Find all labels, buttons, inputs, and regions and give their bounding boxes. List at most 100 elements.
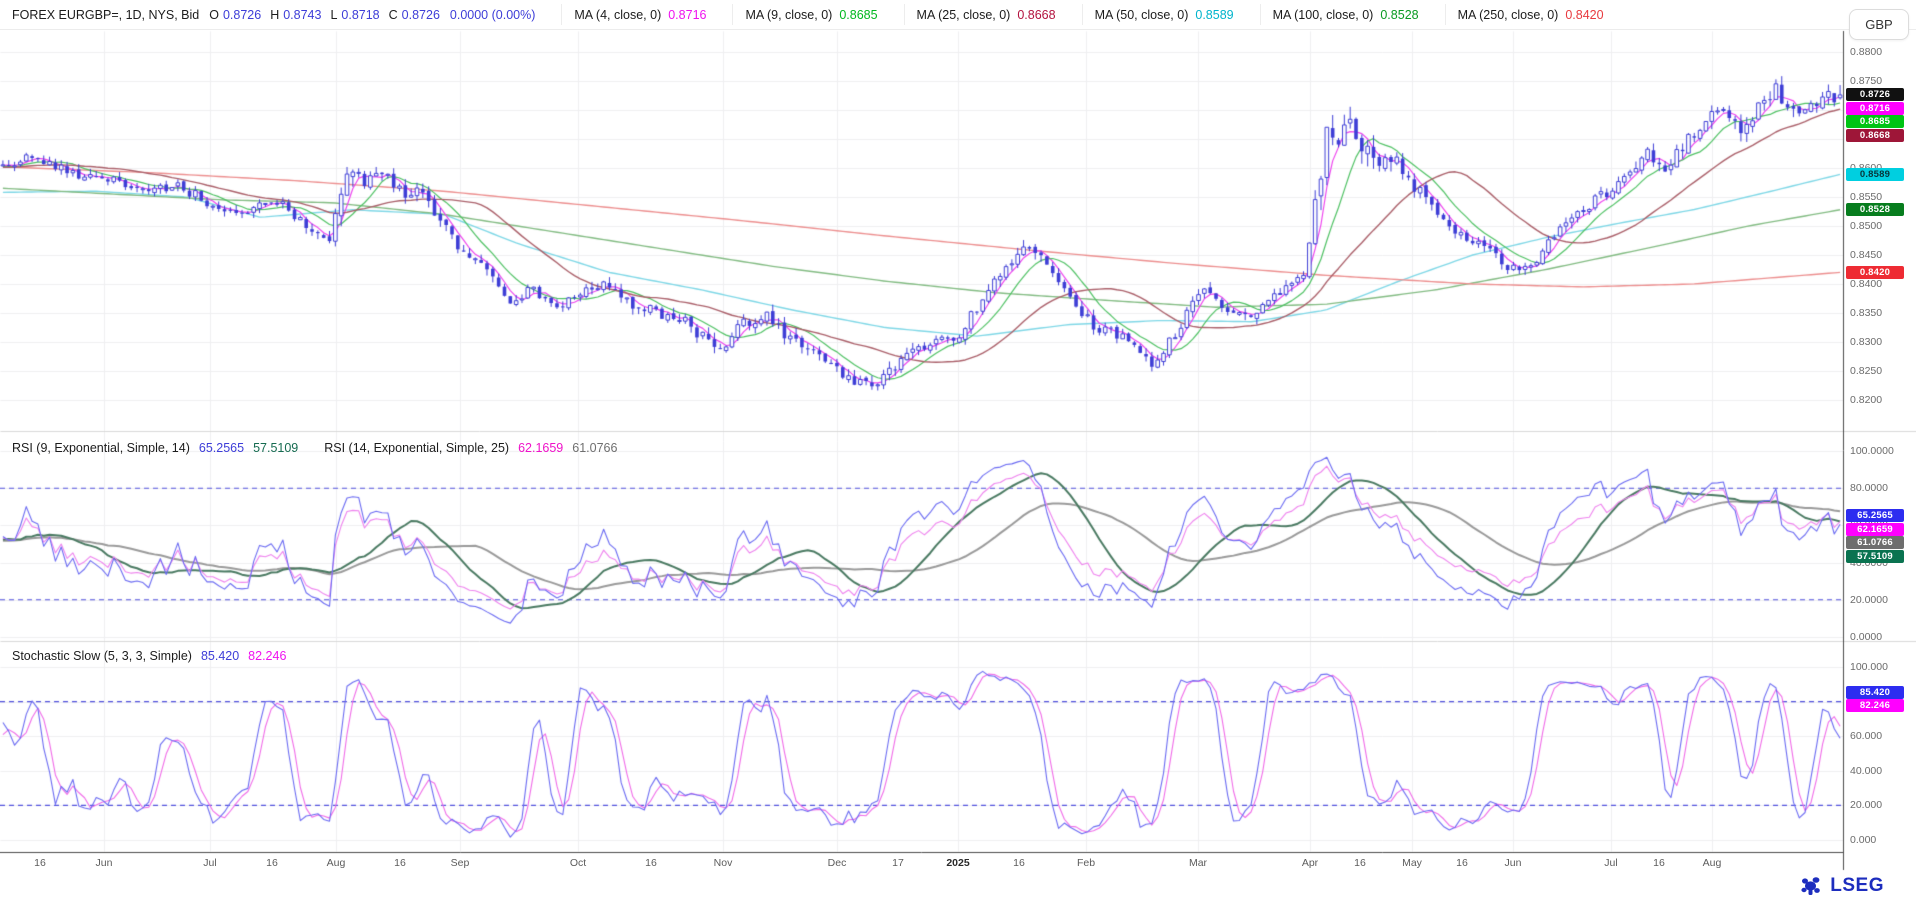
price-marker-badge: 0.8589: [1846, 167, 1904, 181]
legend-text: 0.8718: [341, 7, 380, 22]
legend-text: 0.8726: [222, 7, 262, 22]
axis-tick-label: 20.000: [1850, 799, 1883, 812]
legend-text: MA (250, close, 0): [1457, 7, 1559, 22]
legend-text: 0.8589: [1195, 7, 1234, 22]
currency-button[interactable]: GBP: [1849, 9, 1909, 40]
date-axis-label: 16: [1013, 857, 1025, 869]
legend-text: 0.0000 (0.00%): [449, 7, 536, 22]
legend-text: 0.8528: [1380, 7, 1419, 22]
date-axis-label: Jun: [95, 857, 113, 869]
legend-separator: [1081, 4, 1083, 25]
legend-text: MA (4, close, 0): [574, 7, 662, 22]
date-axis-label: Nov: [713, 857, 733, 869]
rsi9-label: RSI (9, Exponential, Simple, 14): [12, 441, 190, 455]
date-axis-label: 16: [1653, 857, 1665, 869]
date-axis-label: Jul: [1604, 857, 1618, 869]
legend-text: 0.8685: [839, 7, 878, 22]
legend-separator: [561, 4, 563, 25]
legend-text: L: [330, 7, 338, 22]
legend-text: 61.0766: [572, 441, 618, 455]
price-marker-badge: 0.8528: [1846, 203, 1904, 217]
lseg-logo: LSEG: [1798, 875, 1884, 897]
symbol-info: FOREX EURGBP=, 1D, NYS, Bid: [12, 7, 200, 22]
legend-text: 65.2565: [198, 441, 245, 455]
legend-text: 62.1659: [518, 441, 564, 455]
price-marker-badge: 0.8726: [1846, 88, 1904, 102]
axis-tick-label: 100.0000: [1850, 445, 1894, 457]
legend-text: O: [209, 7, 219, 22]
legend-text: 0.8726: [401, 7, 440, 22]
price-marker-badge: 0.8668: [1846, 128, 1904, 142]
price-marker-badge: 0.8685: [1846, 115, 1904, 129]
lseg-logo-text: LSEG: [1830, 875, 1884, 896]
date-axis-label: Feb: [1076, 857, 1096, 869]
date-axis-label: Jun: [1504, 857, 1522, 869]
rsi-panel-legend[interactable]: RSI (9, Exponential, Simple, 14) 65.2565 5…: [12, 441, 617, 455]
axis-tick-label: 0.000: [1850, 834, 1877, 846]
date-axis-label: Jul: [203, 857, 217, 869]
date-axis-label: 16: [1354, 857, 1366, 869]
date-axis-label: 16: [34, 857, 46, 869]
axis-tick-label: 0.8750: [1850, 75, 1883, 87]
axis-tick-label: 0.8300: [1850, 336, 1883, 348]
legend-text: H: [270, 7, 280, 22]
date-axis-label: 17: [892, 857, 904, 869]
date-axis-label: May: [1402, 857, 1422, 869]
date-axis-label: 16: [266, 857, 278, 869]
stoch-label: Stochastic Slow (5, 3, 3, Simple): [12, 649, 192, 663]
legend-text: 85.420: [200, 649, 240, 663]
date-axis-label: Sep: [450, 857, 470, 869]
date-axis-label: Aug: [1702, 857, 1722, 869]
legend-text: 0.8743: [283, 7, 322, 22]
price-marker-badge: 0.8716: [1846, 101, 1904, 115]
chart-legend-bar[interactable]: FOREX EURGBP=, 1D, NYS, Bid O 0.8726 H 0.874…: [0, 0, 1916, 30]
legend-text: MA (100, close, 0): [1272, 7, 1374, 22]
legend-text: 0.8716: [668, 7, 707, 22]
axis-tick-label: 60.000: [1850, 730, 1883, 743]
axis-tick-label: 0.8550: [1850, 191, 1883, 203]
date-axis-label: 16: [394, 857, 406, 869]
price-marker-badge: 0.8420: [1846, 265, 1904, 279]
axis-tick-label: 80.0000: [1850, 482, 1888, 495]
price-marker-badge: 57.5109: [1846, 549, 1904, 563]
legend-text: 0.8668: [1017, 7, 1056, 22]
legend-separator: [1259, 4, 1261, 25]
legend-text: 0.8420: [1565, 7, 1604, 22]
legend-separator: [732, 4, 734, 25]
date-axis-label: 16: [1456, 857, 1468, 869]
date-axis-label: Mar: [1188, 857, 1208, 869]
price-marker-badge: 62.1659: [1846, 522, 1904, 536]
legend-separator: [903, 4, 905, 25]
price-marker-badge: 85.420: [1846, 685, 1904, 699]
legend-separator: [1444, 4, 1446, 25]
axis-tick-label: 40.000: [1850, 764, 1883, 777]
axis-tick-label: 0.0000: [1850, 631, 1883, 643]
currency-label: GBP: [1865, 17, 1893, 32]
price-marker-badge: 61.0766: [1846, 536, 1904, 550]
price-marker-badge: 65.2565: [1846, 509, 1904, 523]
stochastic-panel-legend[interactable]: Stochastic Slow (5, 3, 3, Simple) 85.420 8…: [12, 649, 286, 663]
date-axis-label: Oct: [569, 857, 587, 869]
axis-tick-label: 100.000: [1850, 661, 1888, 673]
price-marker-badge: 82.246: [1846, 699, 1904, 713]
legend-text: 57.5109: [253, 441, 299, 455]
legend-text: MA (25, close, 0): [916, 7, 1011, 22]
date-axis-label: Dec: [827, 857, 847, 869]
axis-tick-label: 0.8500: [1850, 220, 1883, 232]
rsi14-label: RSI (14, Exponential, Simple, 25): [324, 441, 510, 455]
date-axis-label: Aug: [326, 857, 346, 869]
lseg-crest-icon: [1801, 877, 1821, 895]
axis-tick-label: 0.8400: [1850, 278, 1883, 290]
axis-tick-label: 0.8200: [1850, 394, 1883, 406]
legend-text: MA (9, close, 0): [745, 7, 833, 22]
axis-tick-label: 0.8450: [1850, 249, 1883, 261]
date-axis-label: 2025: [946, 857, 970, 869]
axis-tick-label: 0.8350: [1850, 307, 1883, 319]
legend-text: 82.246: [248, 649, 287, 663]
legend-text: C: [388, 7, 398, 22]
date-axis-label: Apr: [1301, 857, 1319, 869]
axis-tick-label: 20.0000: [1850, 593, 1888, 606]
axis-tick-label: 0.8800: [1850, 46, 1883, 58]
